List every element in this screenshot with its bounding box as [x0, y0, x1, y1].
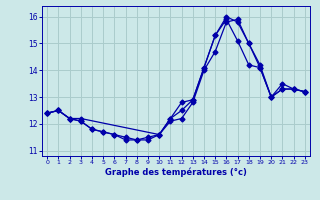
X-axis label: Graphe des températures (°c): Graphe des températures (°c) [105, 168, 247, 177]
